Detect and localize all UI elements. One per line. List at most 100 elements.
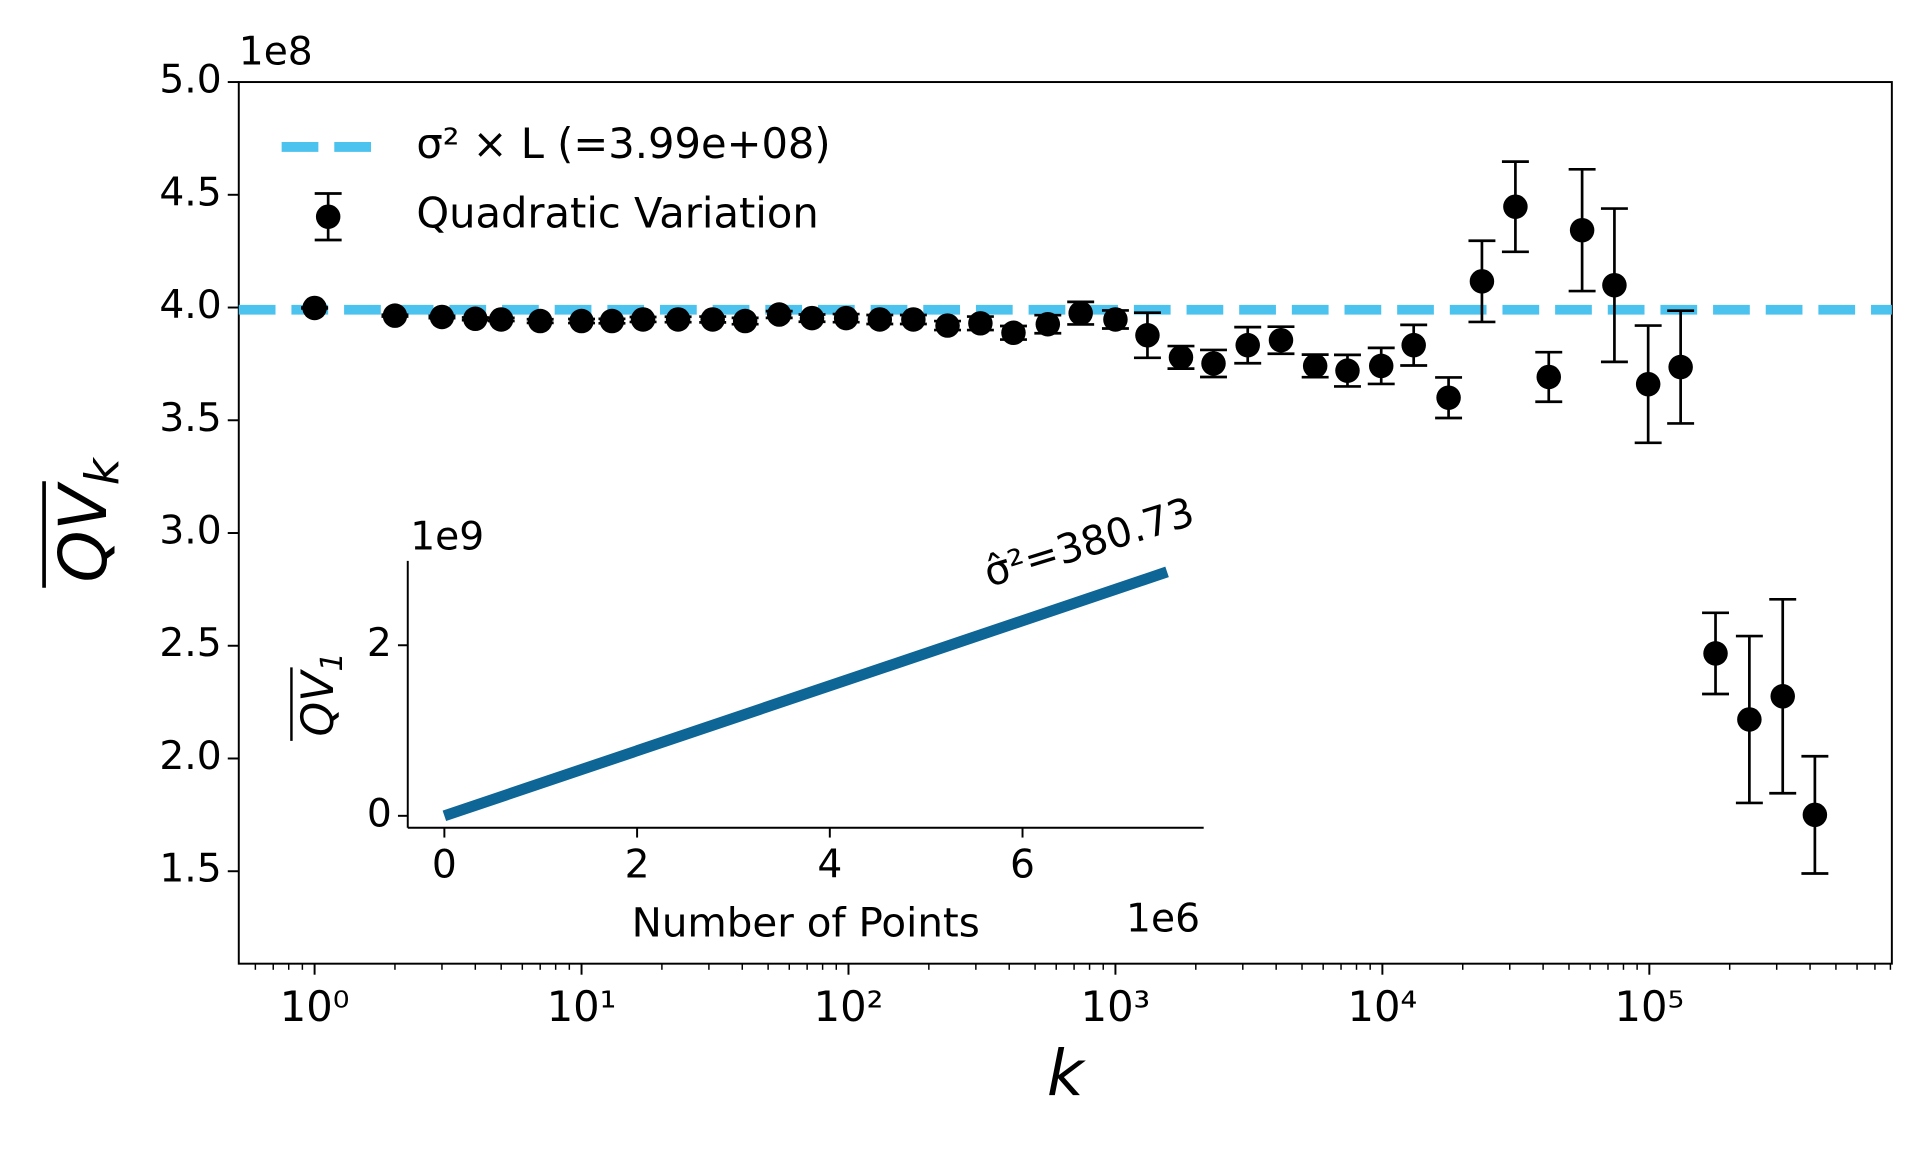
y-tick-label: 2.0	[159, 734, 221, 779]
marker	[382, 303, 408, 328]
inset-line	[442, 566, 1169, 822]
marker	[599, 308, 625, 334]
data-point	[568, 308, 596, 334]
data-point	[1267, 325, 1295, 356]
data-point	[487, 307, 515, 332]
x-tick-label: 10¹	[547, 982, 617, 1031]
data-point	[461, 306, 489, 332]
y-axis-label: QVk	[42, 456, 129, 588]
y-label-main: QV	[45, 480, 122, 582]
data-point	[899, 307, 927, 332]
data-point	[526, 308, 554, 334]
data-point	[1634, 324, 1662, 445]
marker	[463, 306, 488, 332]
data-point	[934, 313, 962, 338]
data-point	[428, 304, 456, 330]
data-point	[301, 295, 329, 321]
data-point	[1101, 307, 1129, 332]
data-point	[699, 307, 727, 332]
inset-y-label: QV1	[290, 652, 350, 741]
marker	[1602, 272, 1627, 298]
x-tick-label: 10⁰	[280, 982, 350, 1031]
x-tick-label: 10⁴	[1348, 982, 1418, 1031]
inset-x-offset: 1e6	[1126, 896, 1200, 941]
marker	[901, 307, 926, 332]
marker	[1103, 307, 1128, 332]
marker	[1770, 684, 1795, 709]
marker	[1302, 353, 1328, 379]
marker	[1368, 353, 1394, 379]
x-tick-label: 10²	[814, 982, 884, 1031]
data-point	[598, 308, 626, 334]
marker	[1536, 364, 1562, 390]
data-point	[1234, 325, 1262, 365]
marker	[833, 305, 859, 331]
marker	[527, 308, 553, 334]
marker	[1035, 311, 1061, 337]
data-point	[798, 305, 826, 331]
data-point	[1468, 239, 1496, 324]
data-point	[1133, 311, 1161, 360]
marker	[1168, 345, 1194, 370]
data-point	[765, 302, 793, 327]
marker	[700, 307, 725, 332]
marker	[732, 308, 758, 334]
inset-x-label: Number of Points	[632, 899, 980, 947]
data-point	[1167, 344, 1195, 370]
marker	[1469, 269, 1495, 294]
data-point	[866, 307, 894, 332]
marker	[1201, 351, 1226, 376]
data-point	[966, 311, 994, 336]
marker	[1268, 327, 1294, 353]
marker	[1401, 332, 1426, 358]
data-point	[1702, 611, 1729, 696]
y-tick-label: 2.5	[159, 621, 221, 666]
marker	[1668, 354, 1693, 380]
data-point	[1568, 167, 1596, 293]
data-point	[1000, 320, 1027, 346]
inset-annotation: σ̂²=380.73	[978, 487, 1200, 596]
y-label-sub: k	[75, 456, 129, 485]
marker	[766, 302, 792, 327]
marker	[1737, 707, 1762, 732]
x-tick-label: 10³	[1081, 982, 1151, 1031]
y-tick-label: 5.0	[159, 58, 221, 103]
marker	[1503, 194, 1528, 219]
data-point	[381, 303, 409, 328]
data-point	[1400, 323, 1428, 367]
inset-y-tick-label: 0	[367, 791, 392, 836]
inset-y-label-main: QV	[293, 669, 344, 737]
data-point	[1535, 350, 1563, 404]
data-point	[1501, 160, 1529, 254]
y-tick-label: 3.0	[159, 509, 221, 554]
marker	[799, 305, 825, 331]
figure-content: 1e8 k QVk 1e9 1e6 Number of Points QV1 σ…	[42, 29, 1893, 1111]
y-tick-label: 3.5	[159, 396, 221, 441]
marker	[1569, 217, 1595, 243]
marker	[1703, 641, 1728, 666]
marker	[1068, 300, 1093, 326]
data-point	[1435, 376, 1463, 420]
data-point	[1600, 207, 1628, 364]
data-point	[832, 305, 860, 331]
data-point	[1034, 311, 1062, 337]
data-point	[1334, 353, 1361, 388]
x-tick-label: 10⁵	[1615, 982, 1685, 1031]
marker	[630, 307, 656, 332]
data-point	[731, 308, 759, 334]
inset-y-tick-label: 2	[367, 621, 392, 666]
marker	[1802, 802, 1828, 828]
marker	[1135, 323, 1160, 348]
legend-label: σ² × L (=3.99e+08)	[416, 119, 830, 168]
marker	[1335, 358, 1360, 383]
marker	[1235, 332, 1260, 358]
data-point	[1301, 353, 1329, 379]
y-axis-label-text: QVk	[45, 456, 129, 582]
data-point	[1735, 634, 1763, 805]
inset-x-tick-label: 6	[1010, 842, 1035, 887]
y-tick-label: 1.5	[159, 847, 221, 892]
marker	[665, 307, 691, 332]
marker	[302, 295, 327, 321]
inset-x-tick-label: 2	[625, 842, 650, 887]
